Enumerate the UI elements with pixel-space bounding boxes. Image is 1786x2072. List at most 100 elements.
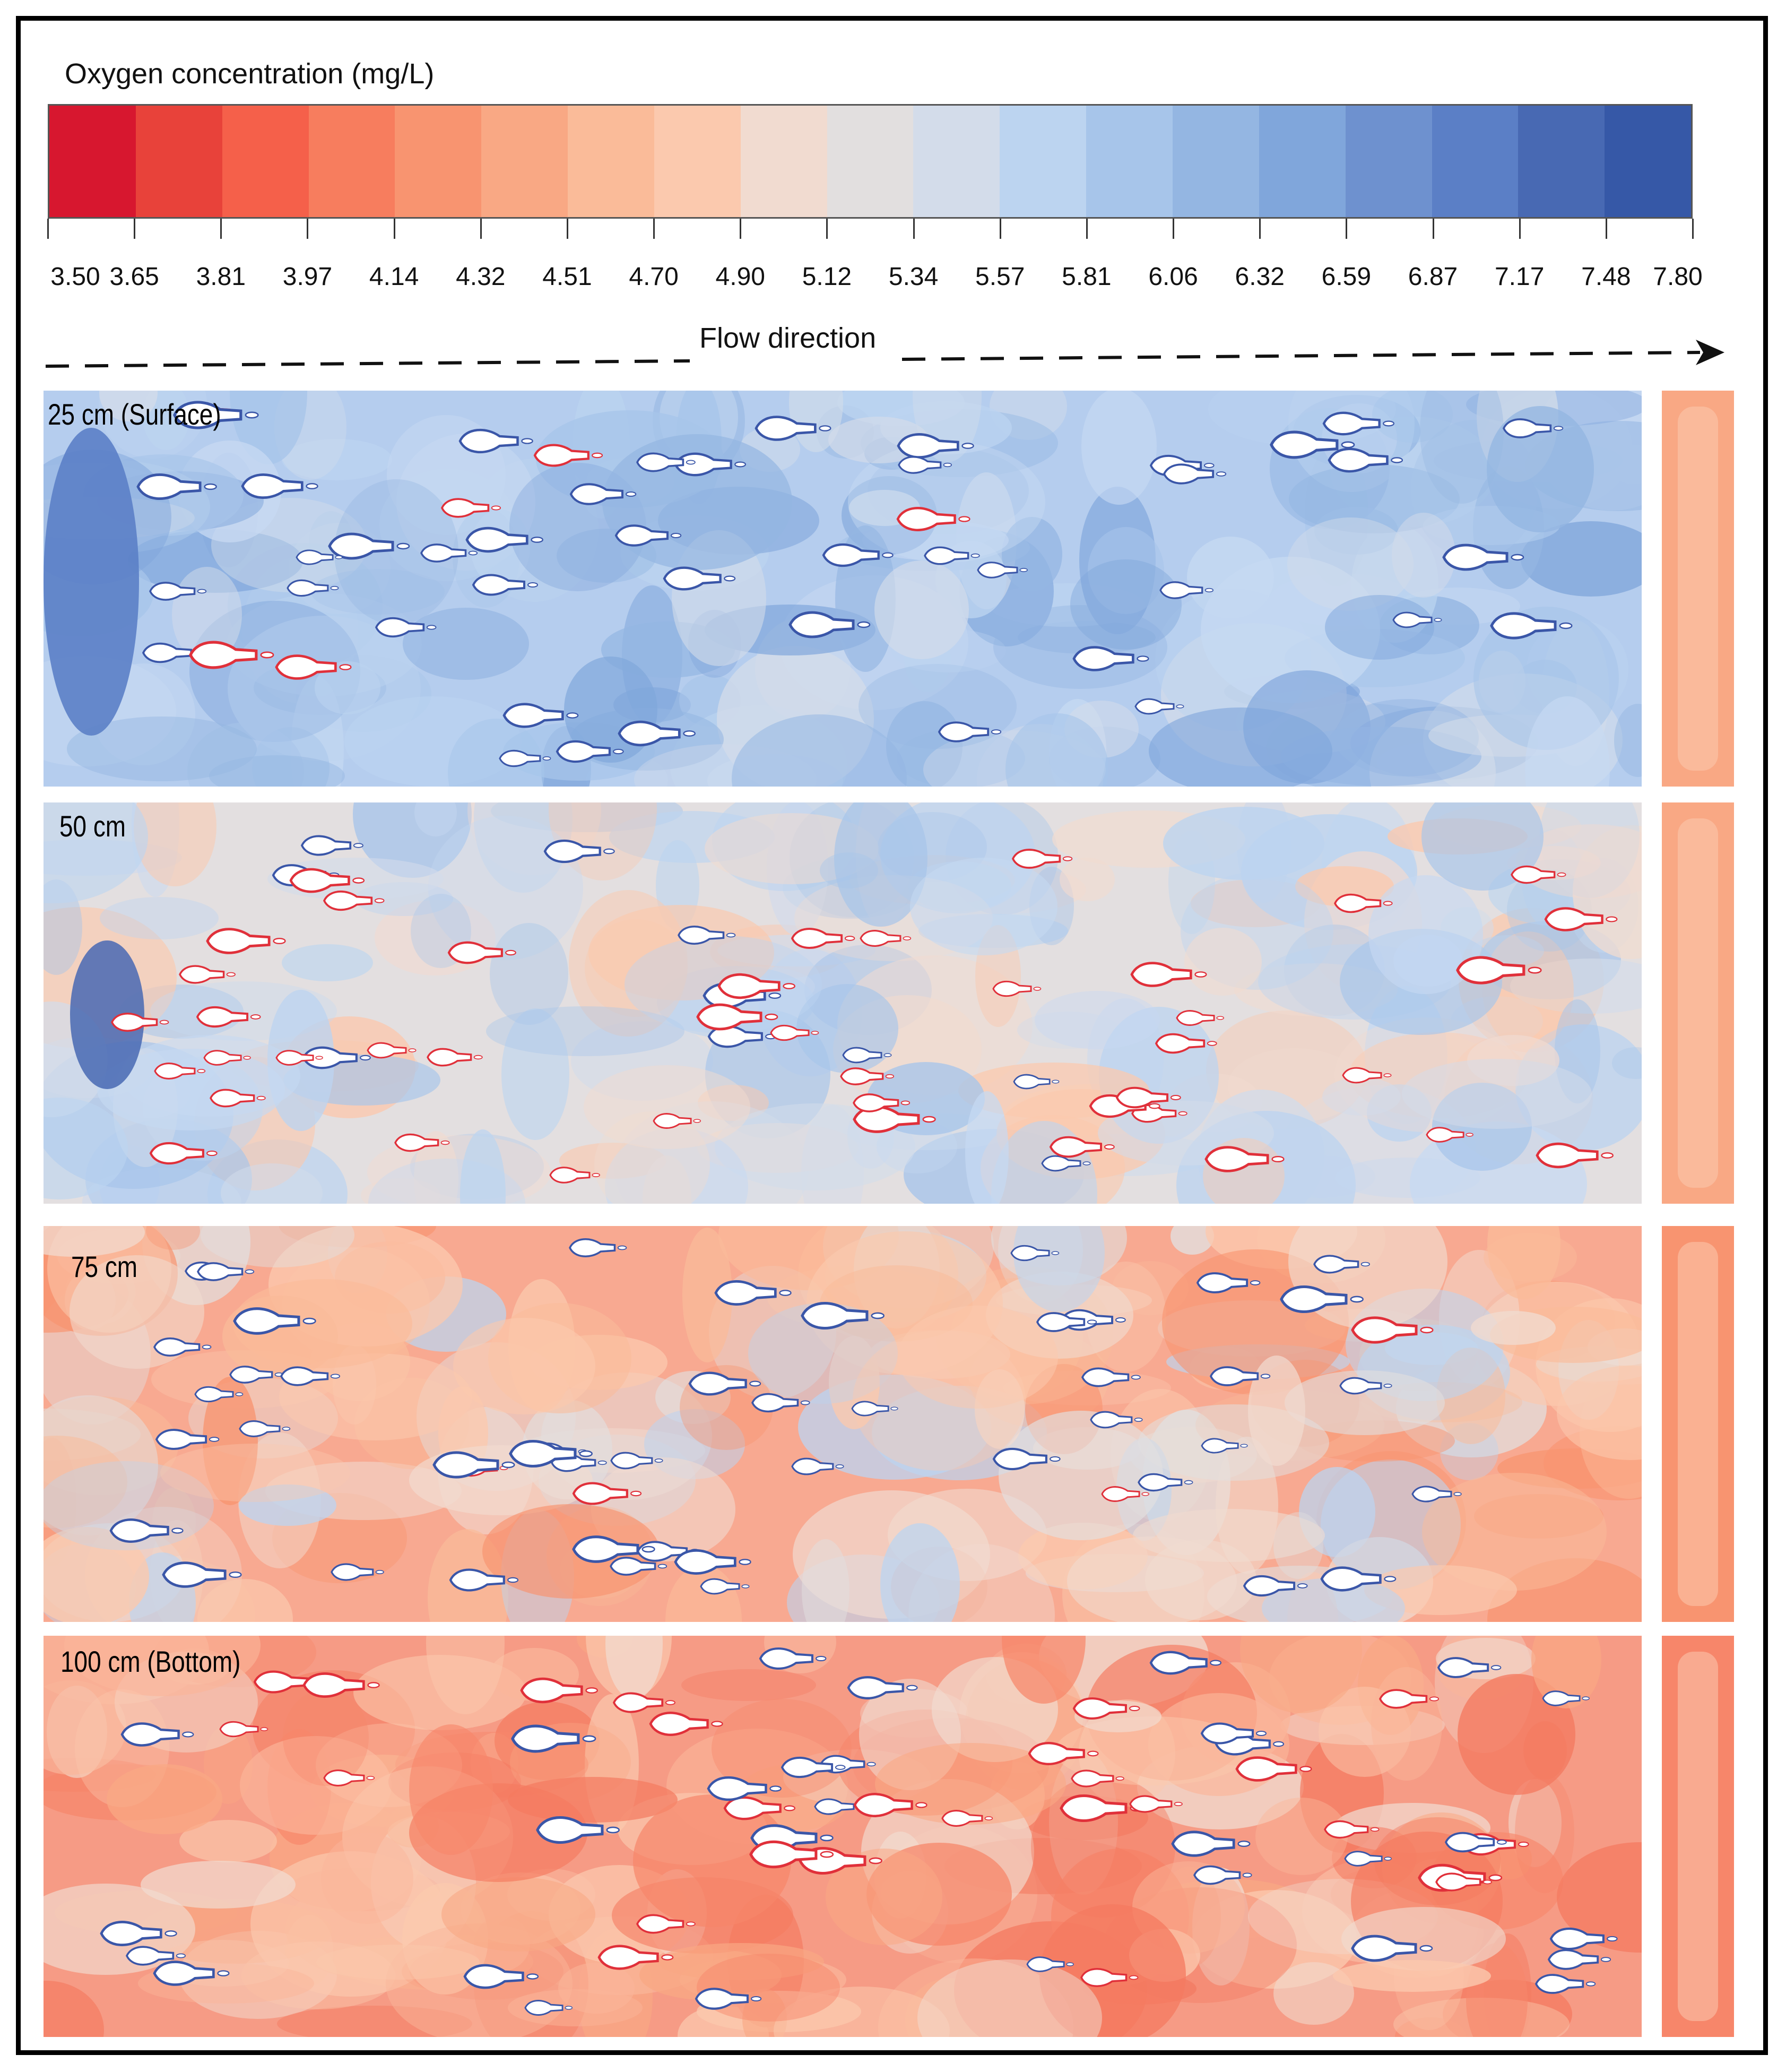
- fish-silhouette: [941, 1810, 993, 1827]
- fish-silhouette: [511, 1724, 596, 1753]
- concentration-patch: [1557, 1366, 1642, 1460]
- fish-silhouette: [1456, 956, 1542, 985]
- fish-silhouette: [1072, 646, 1149, 671]
- colorbar-segment: [1518, 106, 1605, 217]
- concentration-patch: [283, 1689, 369, 1786]
- fish-silhouette: [1544, 907, 1618, 931]
- colorbar-tick-label: 7.17: [1494, 263, 1545, 291]
- fish-silhouette: [678, 925, 736, 945]
- fish-silhouette: [1392, 611, 1442, 628]
- fish-silhouette: [749, 1840, 834, 1869]
- concentration-patch: [1515, 1773, 1574, 1893]
- colorbar-tick-label: 7.48: [1581, 263, 1631, 291]
- fish-silhouette: [543, 839, 615, 864]
- fish-silhouette: [1010, 1245, 1060, 1262]
- concentration-patch: [44, 1527, 149, 1622]
- concentration-patch: [1255, 1798, 1348, 1875]
- fish-silhouette: [618, 720, 696, 747]
- fish-silhouette: [847, 1676, 918, 1699]
- fish-silhouette: [636, 452, 696, 472]
- fish-silhouette: [614, 524, 682, 547]
- fish-silhouette: [791, 928, 855, 949]
- concentration-patch: [657, 1943, 824, 1980]
- concentration-patch: [414, 1131, 458, 1204]
- concentration-patch: [1402, 1059, 1592, 1129]
- colorbar-tick: [1692, 219, 1694, 239]
- depth-label-25cm: 25 cm (Surface): [48, 398, 221, 431]
- concentration-patch: [1002, 1636, 1086, 1704]
- fish-silhouette: [688, 1371, 761, 1396]
- fish-silhouette: [210, 1089, 266, 1108]
- concentration-patch: [1240, 1636, 1362, 1713]
- fish-silhouette: [302, 1046, 371, 1069]
- concentration-patch: [1295, 866, 1394, 906]
- fish-silhouette: [714, 1280, 792, 1306]
- fish-silhouette: [1026, 1956, 1074, 1972]
- fish-silhouette: [1041, 1155, 1091, 1172]
- concentration-patch: [221, 1163, 323, 1204]
- concentration-patch: [107, 1764, 222, 1834]
- concentration-patch: [1372, 391, 1453, 443]
- fish-silhouette: [1072, 1697, 1140, 1720]
- fish-silhouette: [755, 416, 831, 441]
- concentration-patch: [1035, 991, 1160, 1049]
- colorbar-segment: [913, 106, 1000, 217]
- colorbar-tick: [1173, 219, 1175, 239]
- fish-silhouette: [1155, 1033, 1217, 1054]
- panel-50cm: [44, 802, 1642, 1204]
- fish-silhouette: [420, 543, 478, 563]
- panel-25cm: [44, 391, 1642, 787]
- concentration-patch: [834, 802, 927, 927]
- concentration-patch: [697, 1954, 840, 2022]
- fish-silhouette: [1536, 1142, 1614, 1169]
- concentration-patch: [1201, 557, 1380, 703]
- fish-silhouette: [1138, 1473, 1193, 1492]
- fish-silhouette: [569, 483, 637, 505]
- concentration-patch: [240, 1736, 392, 1835]
- panel-100cm: [44, 1636, 1642, 2037]
- colorbar-tick: [480, 219, 482, 239]
- concentration-patch: [1458, 1674, 1575, 1795]
- fish-silhouette: [853, 1093, 911, 1112]
- concentration-patch: [44, 1461, 214, 1550]
- concentration-patch: [1420, 391, 1504, 504]
- fish-silhouette: [897, 433, 974, 459]
- colorbar-tick: [999, 219, 1001, 239]
- fish-silhouette: [1134, 698, 1184, 715]
- fish-silhouette: [801, 1302, 885, 1329]
- oxygen-field-map: [44, 1636, 1642, 2037]
- fish-silhouette: [233, 1307, 316, 1335]
- fish-silhouette: [1339, 1377, 1392, 1395]
- concentration-patch: [1281, 727, 1481, 786]
- concentration-patch: [44, 1680, 126, 1775]
- colorbar-tick-label: 4.51: [542, 263, 592, 291]
- fish-silhouette: [331, 1563, 384, 1581]
- fish-silhouette: [323, 890, 385, 911]
- fish-silhouette: [1426, 1127, 1473, 1143]
- fish-silhouette: [938, 721, 1002, 743]
- concentration-patch: [187, 722, 304, 787]
- fish-silhouette: [1324, 1820, 1380, 1839]
- concentration-patch: [1070, 559, 1182, 650]
- fish-silhouette: [196, 1006, 261, 1028]
- concentration-patch: [1371, 1667, 1442, 1781]
- fish-silhouette: [1280, 1285, 1364, 1313]
- fish-silhouette: [759, 1647, 827, 1670]
- fish-silhouette: [853, 1793, 927, 1817]
- colorbar-tick: [1519, 219, 1521, 239]
- fish-silhouette: [840, 1067, 895, 1085]
- fish-silhouette: [1511, 865, 1566, 884]
- concentration-patch: [460, 1129, 506, 1204]
- concentration-patch: [233, 1279, 412, 1368]
- concentration-patch: [1287, 517, 1414, 611]
- concentration-patch: [209, 755, 345, 787]
- fish-silhouette: [1351, 1935, 1433, 1962]
- concentration-patch: [64, 1636, 261, 1696]
- fish-silhouette: [1193, 1865, 1252, 1885]
- outlet-field: [1662, 802, 1734, 1204]
- concentration-patch: [681, 1669, 816, 1701]
- fish-silhouette: [1204, 1146, 1285, 1172]
- concentration-patch: [490, 923, 568, 1025]
- concentration-patch: [682, 1228, 732, 1362]
- fish-silhouette: [154, 1063, 206, 1080]
